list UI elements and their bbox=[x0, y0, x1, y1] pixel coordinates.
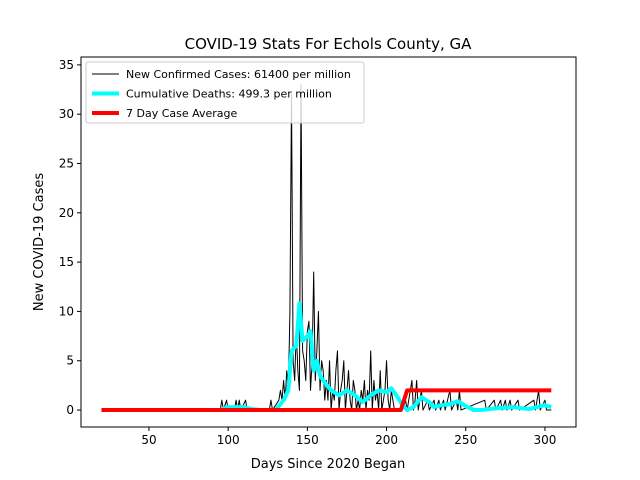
y-tick-label: 25 bbox=[59, 157, 74, 171]
x-tick-label: 100 bbox=[217, 433, 240, 447]
x-tick-label: 250 bbox=[454, 433, 477, 447]
legend-label: New Confirmed Cases: 61400 per million bbox=[126, 68, 351, 81]
y-tick-label: 5 bbox=[66, 354, 74, 368]
chart-title: COVID-19 Stats For Echols County, GA bbox=[185, 35, 473, 53]
x-axis-label: Days Since 2020 Began bbox=[251, 457, 406, 472]
legend-box bbox=[85, 61, 365, 124]
axes-frame bbox=[80, 56, 577, 428]
y-tick-label: 15 bbox=[59, 255, 74, 269]
y-tick-label: 35 bbox=[59, 58, 74, 72]
x-tick-label: 300 bbox=[534, 433, 557, 447]
legend: New Confirmed Cases: 61400 per million Cu… bbox=[85, 61, 365, 124]
y-tick-label: 30 bbox=[59, 107, 74, 121]
y-tick-label: 20 bbox=[59, 206, 74, 220]
y-tick-label: 10 bbox=[59, 304, 74, 318]
x-tick-label: 150 bbox=[296, 433, 319, 447]
axes: 50 100 150 200 250 300 0 5 10 15 20 25 30 35 New Confi… bbox=[59, 56, 577, 447]
x-tick-label: 200 bbox=[375, 433, 398, 447]
series-line bbox=[219, 301, 552, 413]
legend-label: 7 Day Case Average bbox=[126, 107, 238, 120]
series-line bbox=[101, 388, 552, 413]
y-tick-label: 0 bbox=[66, 403, 74, 417]
y-axis-label: New COVID-19 Cases bbox=[32, 173, 47, 311]
legend-label: Cumulative Deaths: 499.3 per million bbox=[126, 88, 332, 101]
x-tick-label: 50 bbox=[141, 433, 156, 447]
plot-area bbox=[101, 84, 552, 413]
